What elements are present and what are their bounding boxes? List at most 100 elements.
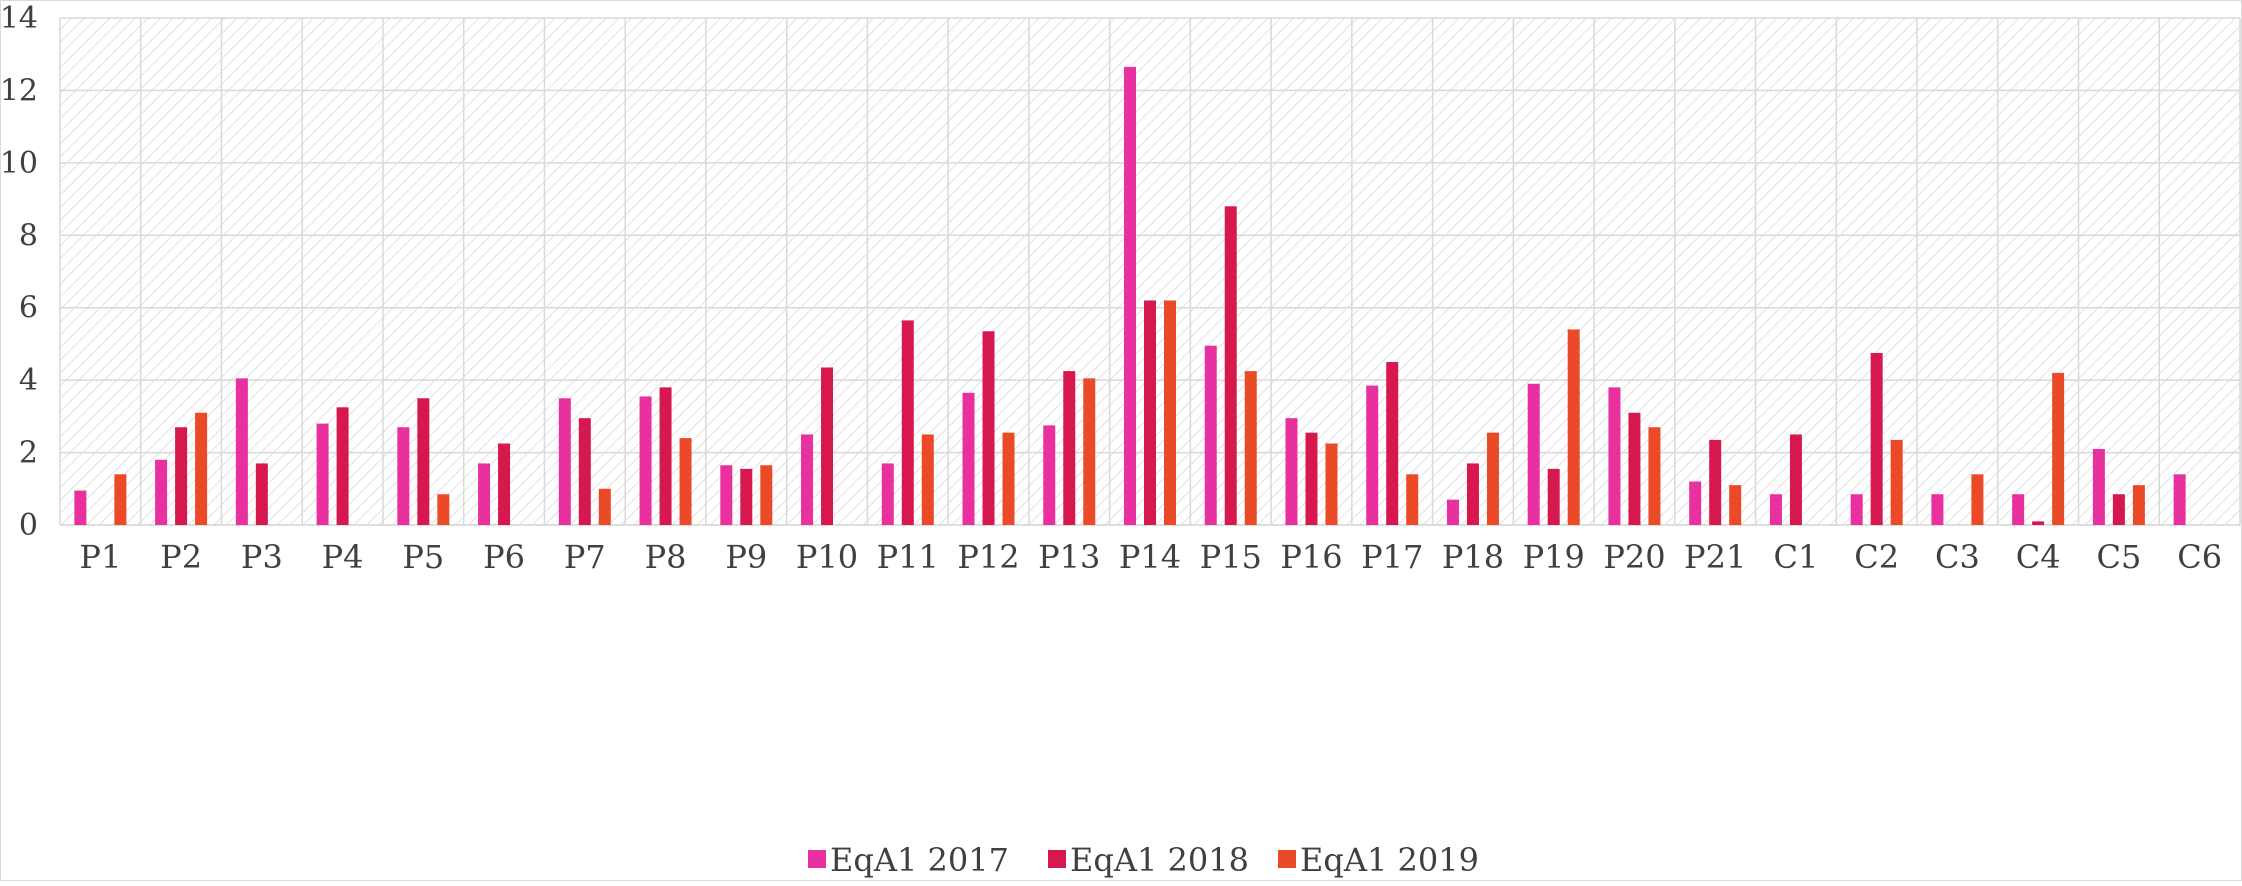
bar-P13-eqa1-2019	[1083, 378, 1096, 525]
x-category-label: P1	[79, 538, 121, 576]
bar-P21-eqa1-2018	[1709, 439, 1722, 525]
legend: EqA1 2017 EqA1 2018 EqA1 2019	[808, 841, 1479, 879]
bar-P21-eqa1-2017	[1689, 481, 1702, 525]
bar-P3-eqa1-2017	[235, 378, 248, 525]
bar-P6-eqa1-2017	[478, 463, 491, 525]
x-category-label: C1	[1774, 538, 1819, 576]
y-tick-label: 14	[0, 1, 38, 36]
bar-P16-eqa1-2018	[1305, 432, 1318, 525]
x-category-label: P13	[1038, 538, 1100, 576]
x-axis-labels: P1 P2 P3 P4 P5 P6 P7 P8 P9 P10 P11 P12 P13 P14 P15 P16 P…	[79, 538, 2222, 576]
bar-P4-eqa1-2017	[316, 423, 329, 525]
bar-P11-eqa1-2017	[881, 463, 894, 525]
bar-C6-eqa1-2017	[2173, 474, 2186, 525]
x-category-label: C3	[1935, 538, 1980, 576]
bar-C2-eqa1-2017	[1850, 494, 1863, 525]
x-category-label: C5	[2096, 538, 2141, 576]
bar-C4-eqa1-2019	[2052, 372, 2065, 525]
y-tick-label: 6	[19, 291, 38, 326]
bar-P18-eqa1-2017	[1446, 499, 1459, 525]
bar-C2-eqa1-2019	[1890, 439, 1903, 525]
bar-P1-eqa1-2017	[74, 490, 87, 525]
x-category-label: P15	[1200, 538, 1262, 576]
x-category-label: C4	[2016, 538, 2061, 576]
bar-P19-eqa1-2019	[1567, 329, 1580, 525]
legend-swatch	[1278, 850, 1296, 868]
bar-P15-eqa1-2017	[1204, 345, 1217, 525]
y-tick-label: 0	[19, 508, 38, 543]
legend-label: EqA1 2019	[1300, 841, 1479, 879]
bar-P20-eqa1-2018	[1628, 412, 1641, 525]
bar-P14-eqa1-2017	[1124, 66, 1136, 525]
bar-P18-eqa1-2019	[1486, 432, 1499, 525]
bar-C5-eqa1-2017	[2092, 448, 2105, 525]
bar-P17-eqa1-2018	[1386, 362, 1399, 525]
x-category-label: P7	[564, 538, 606, 576]
bar-P14-eqa1-2018	[1144, 300, 1156, 525]
bar-P7-eqa1-2018	[578, 418, 591, 525]
bar-P2-eqa1-2019	[195, 412, 208, 525]
bar-P16-eqa1-2017	[1285, 418, 1298, 525]
x-category-label: C2	[1854, 538, 1899, 576]
bar-P5-eqa1-2017	[397, 427, 410, 525]
bar-P9-eqa1-2018	[740, 468, 753, 525]
x-category-label: P10	[796, 538, 858, 576]
x-category-label: P17	[1361, 538, 1423, 576]
x-category-label: P16	[1280, 538, 1342, 576]
x-category-label: P20	[1603, 538, 1665, 576]
bar-P7-eqa1-2019	[598, 488, 611, 525]
bar-P12-eqa1-2018	[982, 331, 995, 525]
bar-P14-eqa1-2019	[1164, 300, 1176, 525]
x-category-label: P4	[322, 538, 364, 576]
x-category-label: P3	[241, 538, 283, 576]
x-category-label: P9	[725, 538, 767, 576]
bar-C4-eqa1-2018	[2032, 521, 2045, 525]
bar-P7-eqa1-2017	[558, 398, 571, 525]
y-tick-label: 10	[0, 146, 38, 181]
bar-P19-eqa1-2017	[1527, 383, 1540, 525]
bar-C4-eqa1-2017	[2012, 494, 2025, 525]
bar-P10-eqa1-2017	[801, 434, 814, 525]
x-category-label: C6	[2177, 538, 2222, 576]
bar-P13-eqa1-2018	[1063, 371, 1076, 525]
bar-P12-eqa1-2017	[962, 392, 975, 525]
bar-P11-eqa1-2018	[901, 320, 914, 525]
x-category-label: P18	[1442, 538, 1504, 576]
x-category-label: P6	[483, 538, 525, 576]
legend-label: EqA1 2018	[1070, 841, 1249, 879]
y-tick-label: 12	[0, 73, 38, 108]
bar-P17-eqa1-2019	[1406, 474, 1419, 525]
bar-P5-eqa1-2019	[437, 494, 450, 525]
bar-P1-eqa1-2019	[114, 474, 127, 525]
bar-P16-eqa1-2019	[1325, 443, 1338, 525]
y-tick-label: 8	[19, 218, 38, 253]
bar-C5-eqa1-2018	[2112, 494, 2125, 525]
x-category-label: P8	[645, 538, 687, 576]
bar-P9-eqa1-2017	[720, 465, 733, 525]
bar-P8-eqa1-2019	[679, 438, 692, 525]
bar-C3-eqa1-2019	[1971, 474, 1984, 525]
bar-P13-eqa1-2017	[1043, 425, 1056, 525]
bar-P12-eqa1-2019	[1002, 432, 1015, 525]
bar-P4-eqa1-2018	[336, 407, 349, 525]
bar-C2-eqa1-2018	[1870, 352, 1883, 525]
bar-P15-eqa1-2019	[1244, 371, 1257, 525]
x-category-label: P11	[877, 538, 939, 576]
x-category-label: P19	[1523, 538, 1585, 576]
bar-P15-eqa1-2018	[1224, 206, 1237, 526]
bar-C3-eqa1-2017	[1931, 494, 1944, 525]
legend-swatch	[1048, 850, 1066, 868]
bar-P3-eqa1-2018	[255, 463, 268, 525]
y-tick-label: 4	[19, 363, 38, 398]
bar-P21-eqa1-2019	[1729, 485, 1742, 525]
bar-P2-eqa1-2017	[155, 459, 168, 525]
bar-C5-eqa1-2019	[2132, 485, 2145, 525]
x-category-label: P21	[1684, 538, 1746, 576]
legend-swatch	[808, 850, 826, 868]
bar-P20-eqa1-2019	[1648, 427, 1661, 525]
bar-P19-eqa1-2018	[1547, 468, 1560, 525]
bar-P6-eqa1-2018	[498, 443, 511, 525]
x-category-label: P14	[1119, 538, 1181, 576]
